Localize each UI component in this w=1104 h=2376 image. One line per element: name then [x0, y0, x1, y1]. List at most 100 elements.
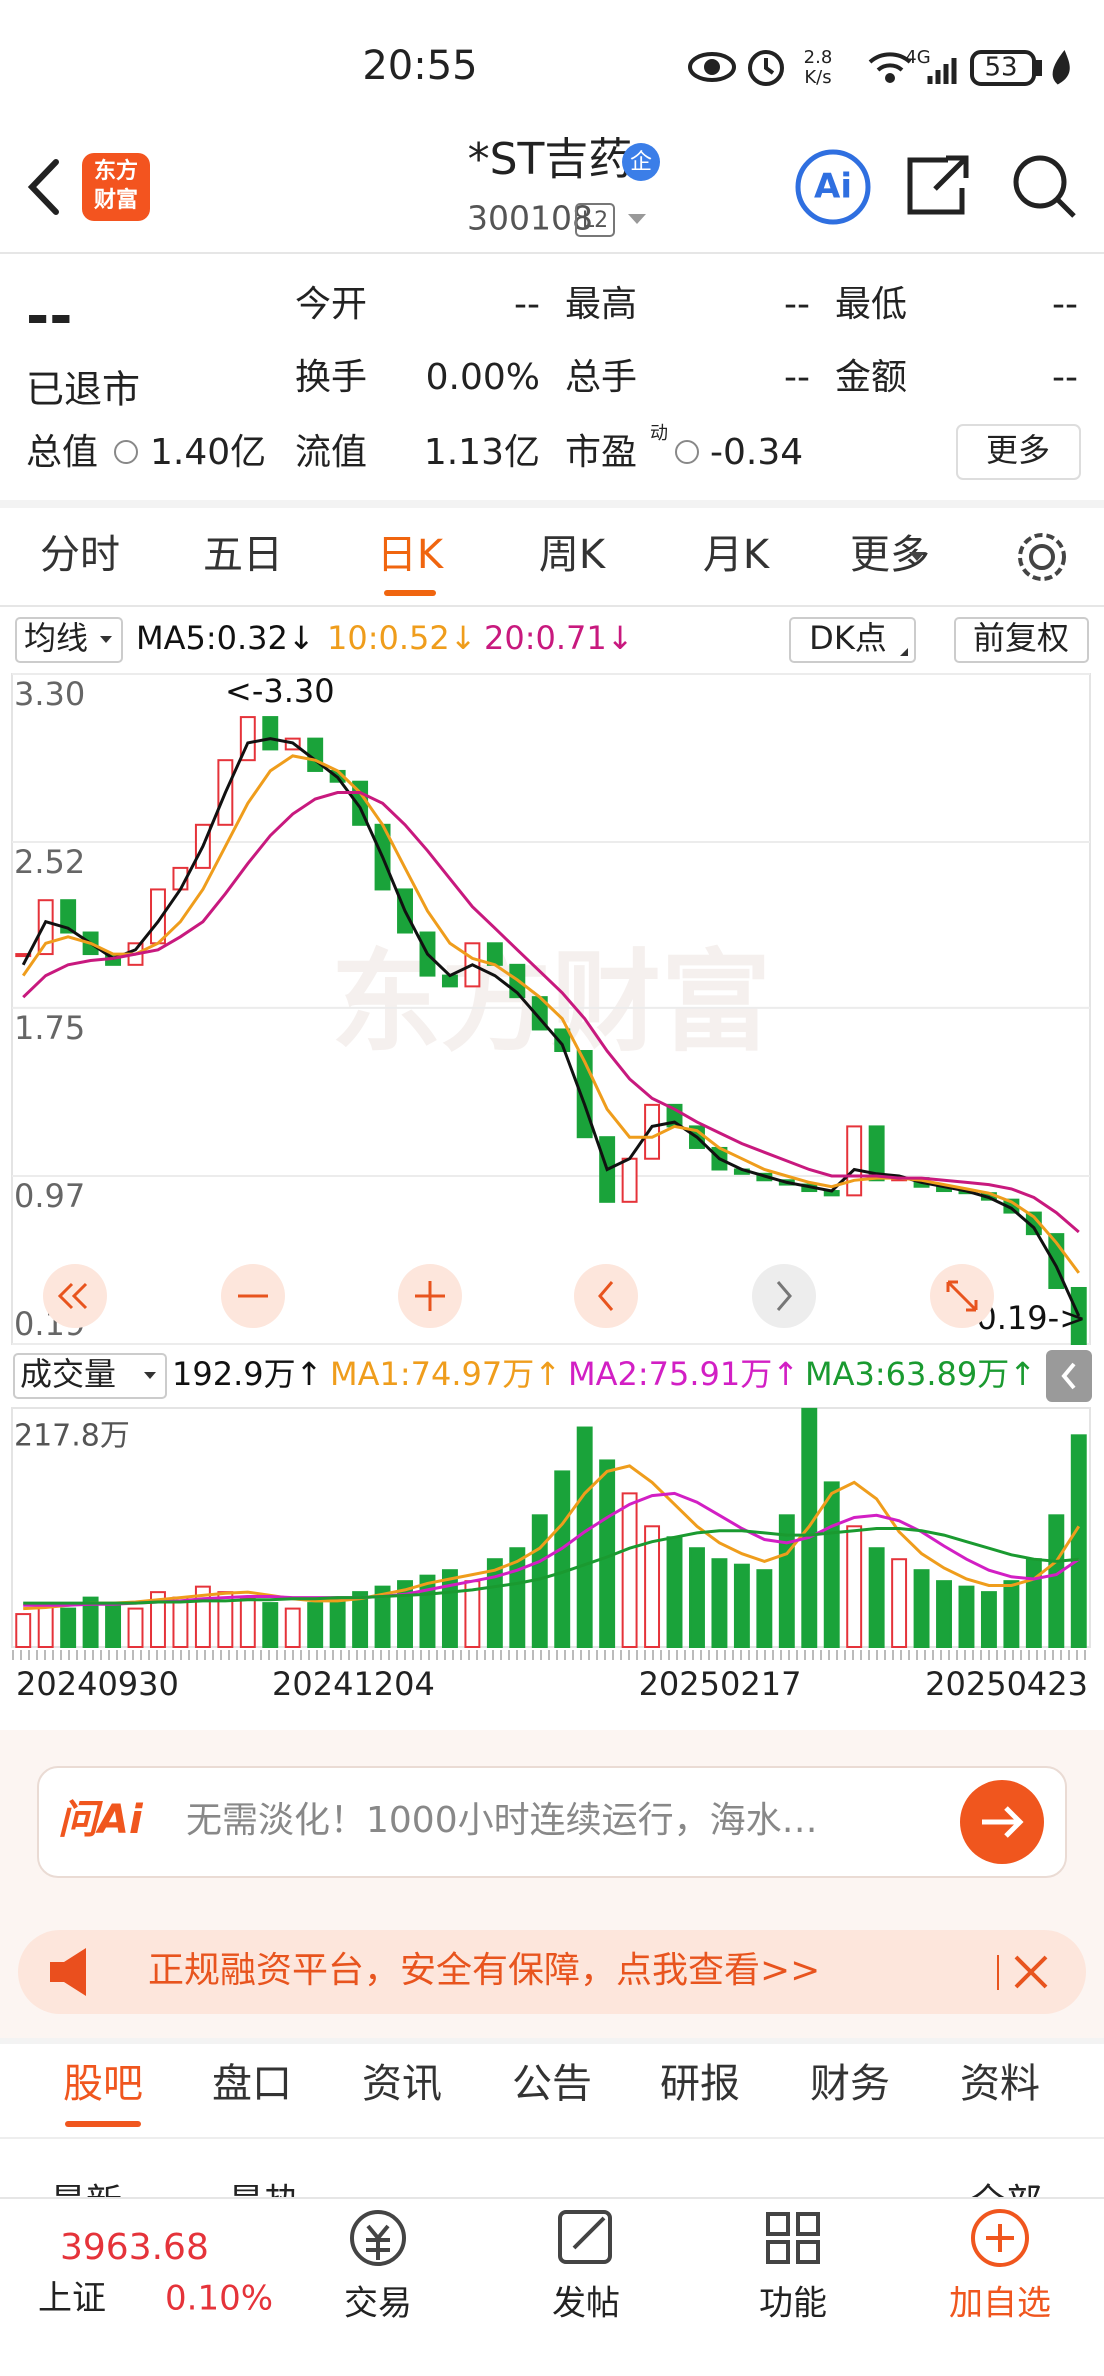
period-tab[interactable]: 周K: [539, 532, 607, 578]
volume-bar: [307, 1602, 324, 1649]
settings-button[interactable]: [1018, 533, 1066, 581]
field-value: --: [514, 284, 540, 325]
nav-icons: [350, 2209, 1029, 2267]
indicator-label: 成交量: [20, 1355, 116, 1393]
content-tab[interactable]: 股吧: [63, 2061, 143, 2107]
info-icon[interactable]: [675, 440, 699, 464]
content-tab[interactable]: 财务: [810, 2061, 890, 2107]
indicator-select[interactable]: [15, 617, 123, 663]
volume-bar: [621, 1492, 638, 1648]
volume-bar: [1003, 1580, 1020, 1649]
dk-label: DK点: [809, 619, 887, 657]
content-tab[interactable]: 公告: [512, 2061, 592, 2107]
field-label: 今开: [295, 284, 367, 325]
content-tab[interactable]: 资料: [960, 2061, 1040, 2107]
field-value: 1.13亿: [424, 432, 540, 473]
nav-item[interactable]: 交易: [344, 2284, 412, 2324]
dk-button[interactable]: [789, 617, 916, 663]
field-label: 流值: [295, 432, 367, 473]
price: --: [26, 284, 72, 349]
search-button[interactable]: [1013, 155, 1076, 218]
volume-bar: [644, 1525, 661, 1649]
network-type: 4G: [905, 47, 930, 68]
logo-text: 东方: [94, 158, 138, 184]
ai-label: Ai: [814, 167, 852, 207]
adjust-label: 前复权: [973, 619, 1069, 657]
volume-bar: [15, 1613, 32, 1648]
field-value: 1.40亿: [150, 432, 266, 473]
volume-bar: [284, 1607, 301, 1649]
field-sup: 动: [650, 423, 668, 444]
dropdown[interactable]: [909, 552, 925, 561]
volume-bar: [1070, 1434, 1087, 1649]
divider: [0, 2038, 1104, 2044]
date-label: 20240930: [16, 1665, 179, 1703]
ai-input[interactable]: [37, 1766, 1067, 1878]
period-tab[interactable]: 分时: [40, 532, 120, 578]
candle: [60, 899, 77, 934]
field-value: --: [1052, 284, 1078, 325]
period-tab[interactable]: 月K: [703, 532, 771, 578]
nav-item[interactable]: 发帖: [552, 2284, 620, 2324]
candle: [486, 942, 503, 966]
stock-name: *ST吉药: [468, 134, 633, 185]
volume-bar: [172, 1596, 189, 1649]
nav-item[interactable]: 加自选: [949, 2284, 1051, 2324]
banner[interactable]: [18, 1930, 1086, 2014]
volume-bar: [868, 1547, 885, 1648]
candle: [644, 1103, 661, 1160]
volume-ma-line: [23, 1464, 1081, 1611]
volume-bar: [262, 1602, 279, 1649]
info-icon[interactable]: [114, 440, 138, 464]
ma-line: [22, 791, 1080, 1234]
candle: [621, 1157, 638, 1203]
volume-bar: [936, 1580, 952, 1649]
candle: [554, 1028, 571, 1053]
volume-bar: [554, 1470, 571, 1648]
field-label: 总值: [26, 432, 98, 473]
volume-chart-frame: [11, 1407, 1091, 1648]
ai-brand: 问Ai: [58, 1797, 144, 1843]
content-tab[interactable]: 研报: [660, 2061, 740, 2107]
index-value[interactable]: 3963.68: [60, 2227, 209, 2268]
more-button[interactable]: [956, 424, 1081, 480]
content-tab[interactable]: 盘口: [212, 2061, 292, 2107]
high-label: <-3.30: [225, 672, 335, 710]
volume-bar: [239, 1596, 256, 1649]
date-label: 20250423: [925, 1665, 1088, 1703]
y-tick-label: 2.52: [14, 843, 85, 881]
volume-ma-line: [23, 1527, 1079, 1605]
field-label: 最高: [565, 284, 637, 325]
trading-status: 已退市: [26, 368, 140, 412]
y-tick-label: 1.75: [14, 1009, 85, 1047]
volume-bar: [150, 1591, 166, 1649]
indicator-select[interactable]: [13, 1353, 167, 1399]
zoom-button[interactable]: [574, 1264, 638, 1328]
ai-button[interactable]: [795, 149, 871, 225]
dropdown[interactable]: [628, 214, 646, 224]
volume-bar: [756, 1569, 773, 1648]
adjust-button[interactable]: [954, 617, 1089, 663]
zoom-icon: [415, 1281, 445, 1311]
nav-item[interactable]: 功能: [759, 2284, 827, 2324]
stock-code: 300108: [467, 199, 593, 238]
volume-bar: [666, 1536, 683, 1649]
close-banner[interactable]: [1014, 1955, 1048, 1989]
zoom-button[interactable]: [752, 1264, 816, 1328]
volume-ma-line: [23, 1491, 1080, 1607]
collapse-button[interactable]: [1046, 1350, 1092, 1402]
volume-bar: [913, 1569, 930, 1648]
period-tab[interactable]: 五日: [203, 532, 283, 578]
volume-bar: [711, 1558, 728, 1648]
share-button[interactable]: [907, 155, 969, 215]
content-tab[interactable]: 资讯: [362, 2061, 442, 2107]
logo-text: 财富: [94, 187, 138, 213]
banner-text: 正规融资平台，安全有保障，点我查看>>: [148, 1950, 820, 1991]
ma-legend: 10:0.52↓: [327, 619, 477, 657]
period-tab[interactable]: 日K: [377, 532, 445, 578]
net-speed: 2.8: [804, 47, 833, 68]
ma-legend: 20:0.71↓: [484, 619, 634, 657]
tab-underline: [65, 2121, 141, 2127]
back-button[interactable]: [27, 159, 59, 215]
